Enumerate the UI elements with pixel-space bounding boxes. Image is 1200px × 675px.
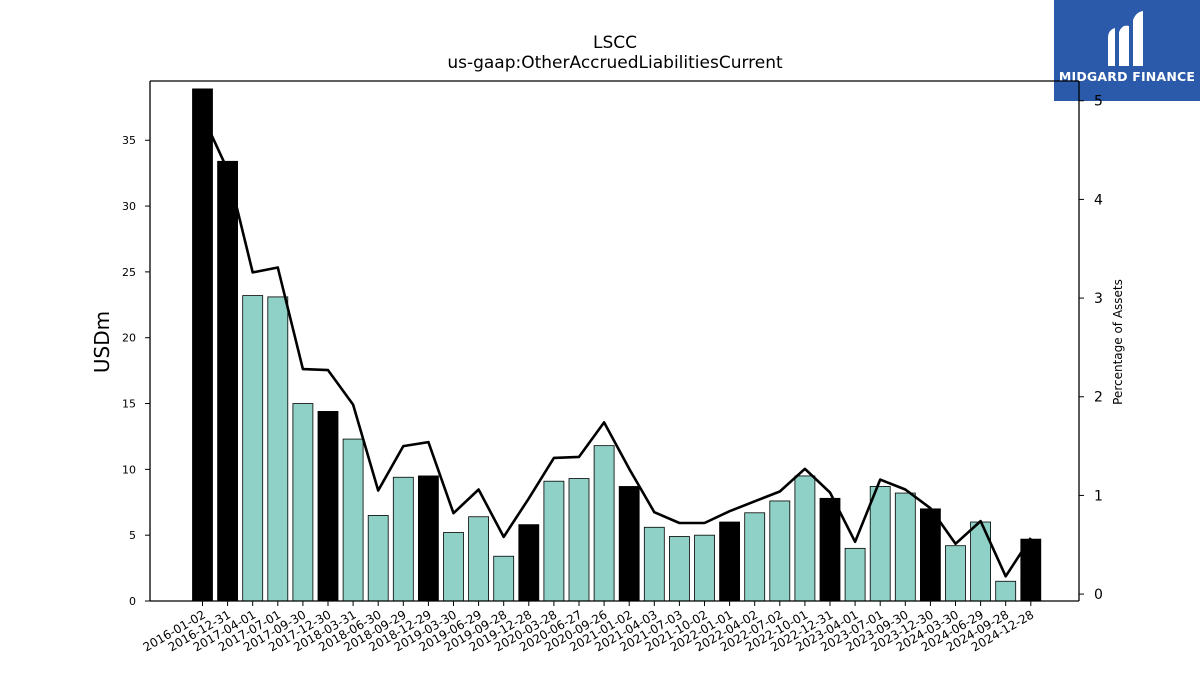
- bar-2020-09-26: [593, 445, 615, 602]
- brand-logo: MIDGARD FINANCE: [1054, 0, 1200, 101]
- bar-2024-03-30: [945, 545, 966, 602]
- bar-2018-03-31: [342, 438, 364, 602]
- y-axis-label: USDm: [90, 311, 114, 373]
- bar-2019-03-30: [443, 532, 464, 602]
- bar-2018-09-29: [392, 476, 414, 602]
- y-tick-label: 30: [122, 200, 136, 213]
- bar-2017-07-01: [267, 296, 289, 602]
- bar-2020-03-28: [543, 480, 565, 602]
- bar-2018-06-30: [367, 515, 389, 602]
- y-tick-label: 20: [122, 332, 136, 345]
- bar-2023-09-30: [894, 492, 916, 602]
- bar-2021-10-02: [694, 534, 715, 602]
- y-tick-label: 0: [129, 595, 136, 608]
- bar-2021-04-03: [643, 526, 665, 602]
- bar-2019-12-28: [518, 524, 540, 602]
- bar-2023-12-30: [920, 508, 941, 602]
- bar-2021-07-03: [669, 536, 690, 602]
- bar-2016-01-02: [192, 88, 213, 602]
- y2-tick-label: 5: [1094, 94, 1103, 110]
- bar-2024-09-28: [995, 580, 1017, 602]
- bar-2017-12-30: [317, 411, 339, 602]
- bar-2022-12-31: [819, 497, 841, 602]
- bar-2019-09-28: [493, 555, 515, 602]
- bar-2023-07-01: [869, 486, 891, 602]
- bar-2017-09-30: [292, 403, 314, 602]
- brand-name: MIDGARD FINANCE: [1058, 69, 1196, 84]
- bar-2018-12-29: [417, 475, 439, 602]
- midgard-logo-icon: [1108, 11, 1143, 67]
- chart-title: LSCC: [593, 33, 637, 53]
- y2-tick-label: 3: [1094, 291, 1103, 307]
- y-tick-label: 5: [129, 529, 136, 542]
- bar-2021-01-02: [618, 486, 640, 602]
- y-tick-label: 15: [122, 398, 136, 411]
- bar-2022-10-01: [794, 475, 816, 602]
- bar-2023-04-01: [844, 547, 866, 602]
- y2-tick-label: 1: [1094, 488, 1103, 504]
- bar-2022-01-01: [719, 521, 740, 602]
- y2-axis-label: Percentage of Assets: [1111, 279, 1125, 405]
- percentage-of-assets-line: [201, 114, 1032, 578]
- bar-2019-06-29: [468, 516, 490, 602]
- bar-2020-06-27: [568, 478, 590, 602]
- y-tick-label: 35: [122, 134, 136, 147]
- bar-2022-04-02: [744, 512, 766, 602]
- bar-2022-07-02: [769, 500, 791, 602]
- chart-subtitle: us-gaap:OtherAccruedLiabilitiesCurrent: [447, 53, 783, 73]
- y2-tick-label: 2: [1094, 390, 1103, 406]
- bar-2017-04-01: [242, 295, 264, 602]
- bar-2016-12-31: [217, 160, 239, 602]
- y2-tick-label: 0: [1094, 587, 1103, 603]
- y-tick-label: 25: [122, 266, 136, 279]
- y-tick-label: 10: [122, 463, 136, 476]
- y2-tick-label: 4: [1094, 192, 1103, 208]
